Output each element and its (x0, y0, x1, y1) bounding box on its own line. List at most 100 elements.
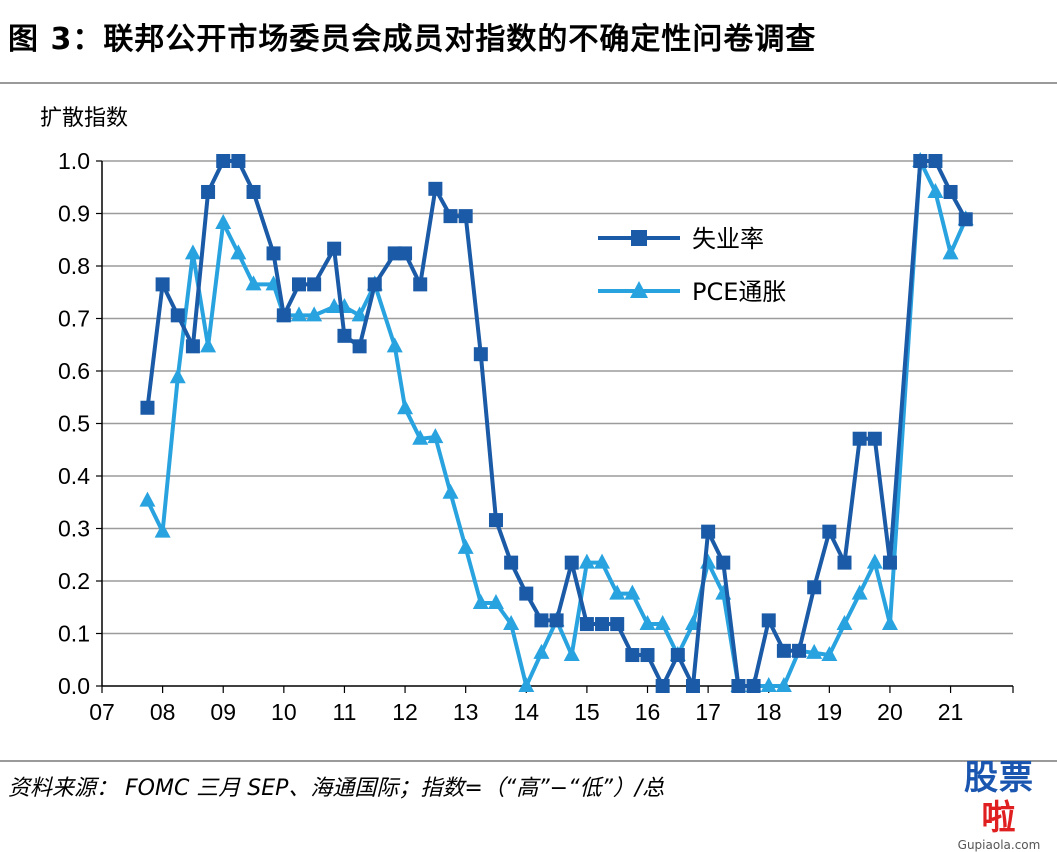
x-tick-label: 14 (513, 699, 539, 725)
data-point (503, 615, 520, 631)
data-point (760, 677, 777, 692)
data-point (761, 613, 776, 628)
data-point (200, 337, 217, 353)
data-point (927, 182, 944, 198)
legend-marker (631, 230, 647, 246)
data-point (170, 308, 185, 323)
data-point (488, 513, 503, 528)
watermark-subtext: Gupiaola.com (957, 838, 1041, 852)
watermark-text: 股票啦 (964, 758, 1034, 838)
data-point (534, 613, 549, 628)
data-point (155, 277, 170, 292)
y-tick-label: 0.2 (58, 568, 90, 594)
data-point (291, 277, 306, 292)
legend-label: 失业率 (692, 225, 764, 253)
data-point (398, 246, 413, 261)
data-point (487, 594, 504, 610)
data-point (473, 347, 488, 362)
x-tick-label: 15 (574, 699, 600, 725)
data-point (775, 677, 792, 692)
data-point (655, 679, 670, 693)
data-point (624, 584, 641, 600)
source-note: 资料来源： FOMC 三月 SEP、海通国际；指数=（“高”−“低”）/总 (8, 776, 665, 801)
data-point (201, 184, 216, 199)
x-tick-label: 21 (938, 699, 964, 725)
data-point (351, 306, 368, 322)
data-point (231, 154, 246, 168)
data-point (942, 244, 959, 260)
data-point (563, 646, 580, 662)
data-point (216, 154, 231, 168)
data-point (215, 213, 232, 229)
data-point (428, 181, 443, 196)
data-point (913, 154, 928, 168)
data-point (549, 613, 564, 628)
data-point (595, 617, 610, 632)
data-point (685, 679, 700, 693)
watermark-logo: 股票啦 Gupiaola.com (949, 758, 1049, 852)
x-tick-label: 08 (150, 699, 176, 725)
data-point (413, 277, 428, 292)
data-point (140, 400, 155, 415)
data-point (504, 555, 519, 570)
line-chart: 0.0 0.1 0.2 0.3 0.4 0.5 0.6 0.7 0.8 0.9 1.0 07 08 09 1… (58, 148, 1014, 725)
y-tick-label: 0.9 (58, 201, 90, 227)
data-point (578, 553, 595, 569)
data-point (866, 553, 883, 569)
data-point (169, 368, 186, 384)
data-point (326, 297, 343, 313)
data-point (337, 328, 352, 343)
data-point (701, 524, 716, 539)
x-tick-label: 13 (453, 699, 479, 725)
data-point (716, 555, 731, 570)
figure-title: 图 3：联邦公开市场委员会成员对指数的不确定性问卷调查 (8, 22, 817, 57)
data-point (943, 184, 958, 199)
data-point (386, 337, 403, 353)
legend-marker (630, 281, 648, 298)
x-tick-label: 18 (756, 699, 782, 725)
data-point (290, 306, 307, 322)
title-divider (0, 82, 1057, 84)
data-point (958, 212, 973, 227)
data-point (352, 339, 367, 354)
x-tick-label: 09 (210, 699, 236, 725)
x-tick-label: 10 (271, 699, 297, 725)
data-point (276, 308, 291, 323)
y-tick-label: 0.8 (58, 253, 90, 279)
data-point (367, 277, 382, 292)
data-point (266, 246, 281, 261)
y-tick-label: 0.6 (58, 358, 90, 384)
data-point (882, 555, 897, 570)
data-point (731, 679, 746, 693)
y-tick-label: 0.1 (58, 621, 90, 647)
y-tick-label: 0.0 (58, 673, 90, 699)
series-line (145, 159, 968, 688)
data-point (881, 615, 898, 631)
data-point (472, 594, 489, 610)
data-point (327, 241, 342, 256)
data-point (594, 553, 611, 569)
x-tick-label: 20 (877, 699, 903, 725)
data-point (807, 580, 822, 595)
y-tick-label: 0.5 (58, 411, 90, 437)
data-point (746, 679, 761, 693)
data-point (700, 553, 717, 569)
data-point (776, 643, 791, 658)
data-point (442, 483, 459, 499)
data-point (867, 431, 882, 446)
y-axis-label: 扩散指数 (40, 106, 129, 131)
data-point (397, 399, 414, 415)
data-point (625, 648, 640, 663)
data-point (639, 615, 656, 631)
data-point (245, 275, 262, 291)
data-point (579, 617, 594, 632)
data-point (139, 491, 156, 507)
data-point (412, 429, 429, 445)
data-point (852, 431, 867, 446)
data-point (185, 339, 200, 354)
data-point (836, 615, 853, 631)
x-tick-label: 16 (635, 699, 661, 725)
y-tick-label: 1.0 (58, 148, 90, 174)
data-point (822, 524, 837, 539)
data-point (640, 648, 655, 663)
